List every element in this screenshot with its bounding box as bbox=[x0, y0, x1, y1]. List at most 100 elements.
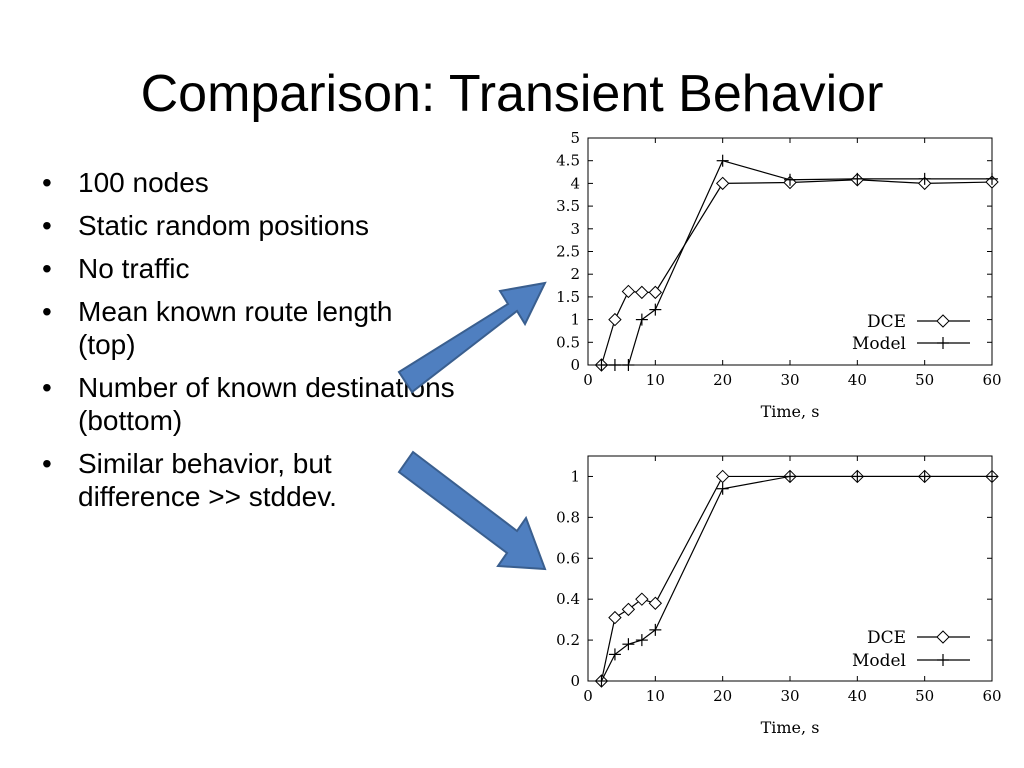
y-tick-label: 2.5 bbox=[556, 243, 580, 261]
plot-frame bbox=[587, 455, 993, 682]
bullet-text: Mean known route length (top) bbox=[78, 296, 393, 361]
legend-marker-dce bbox=[936, 314, 950, 328]
data-point-model bbox=[918, 470, 931, 483]
data-point-model bbox=[635, 313, 648, 326]
data-point-model bbox=[622, 359, 635, 371]
legend-marker-dce bbox=[936, 630, 950, 644]
bullet-text: Number of known destinations (bottom) bbox=[78, 372, 455, 437]
series-line-dce bbox=[600, 475, 992, 682]
bullet-text: No traffic bbox=[78, 253, 190, 285]
data-point-model bbox=[649, 623, 662, 636]
legend-label: Model bbox=[852, 334, 906, 354]
bullet-text: Static random positions bbox=[78, 210, 370, 242]
data-point-model bbox=[608, 648, 621, 661]
bullet-dot-icon: • bbox=[42, 372, 52, 404]
data-point-dce bbox=[608, 312, 622, 327]
bullet-item: • Mean known route length (top) bbox=[40, 295, 408, 361]
x-tick-label: 30 bbox=[780, 371, 799, 389]
x-axis-label: Time, s bbox=[761, 718, 820, 737]
data-point-model bbox=[716, 154, 729, 167]
bullet-dot-icon: • bbox=[42, 167, 52, 198]
y-tick-label: 0.5 bbox=[556, 333, 580, 351]
data-point-model bbox=[784, 470, 796, 483]
y-tick-label: 0.4 bbox=[556, 590, 580, 608]
x-tick-label: 0 bbox=[583, 371, 593, 389]
x-tick-label: 50 bbox=[915, 687, 934, 705]
top-chart-route-length: 00.511.522.533.544.550 10 20 30 40 50 60Time, … bbox=[556, 129, 1001, 421]
y-tick-label: 0.6 bbox=[556, 549, 580, 567]
data-point-model bbox=[635, 634, 648, 647]
y-tick-label: 0.2 bbox=[556, 631, 580, 649]
arrow-to-bottom-chart bbox=[397, 450, 547, 571]
x-tick-label: 50 bbox=[915, 371, 934, 389]
y-tick-label: 4.5 bbox=[556, 152, 580, 170]
x-tick-label: 0 bbox=[583, 687, 593, 705]
data-point-model bbox=[784, 173, 796, 186]
legend-label: DCE bbox=[867, 628, 906, 648]
data-point-model bbox=[595, 675, 608, 687]
data-point-model bbox=[851, 172, 864, 185]
bullet-item: • Similar behavior, but difference >> std… bbox=[40, 447, 438, 513]
y-tick-label: 0 bbox=[570, 672, 580, 690]
data-point-model bbox=[851, 470, 864, 483]
bullet-dot-icon: • bbox=[42, 296, 52, 328]
data-point-dce bbox=[715, 176, 730, 191]
bullet-list: • 100 nodes • Static random positions • No … bbox=[40, 166, 470, 523]
data-point-model bbox=[608, 359, 621, 371]
data-point-model bbox=[986, 172, 998, 185]
legend-label: DCE bbox=[867, 312, 906, 332]
data-point-dce bbox=[621, 284, 636, 299]
bullet-dot-icon: • bbox=[42, 253, 52, 285]
y-tick-label: 1.5 bbox=[556, 288, 580, 306]
bullet-dot-icon: • bbox=[42, 448, 52, 480]
data-point-dce bbox=[635, 285, 649, 300]
data-point-dce bbox=[621, 602, 636, 617]
data-point-dce bbox=[715, 469, 730, 484]
y-tick-label: 2 bbox=[570, 265, 580, 283]
bullet-item: • No traffic bbox=[40, 252, 470, 285]
bullet-item: • Static random positions bbox=[40, 209, 470, 242]
slide-title: Comparison: Transient Behavior bbox=[140, 65, 884, 123]
data-point-dce bbox=[648, 285, 663, 300]
x-tick-label: 20 bbox=[713, 687, 732, 705]
data-point-model bbox=[986, 470, 998, 483]
series-line-model bbox=[600, 475, 992, 682]
arrow-to-top-chart bbox=[397, 281, 547, 394]
data-point-model bbox=[649, 303, 662, 316]
legend-marker-model bbox=[937, 654, 949, 666]
data-point-model bbox=[918, 172, 931, 185]
bullet-item: • 100 nodes bbox=[40, 166, 470, 199]
x-tick-label: 40 bbox=[848, 687, 867, 705]
y-tick-label: 3 bbox=[570, 220, 580, 238]
data-point-dce bbox=[648, 596, 663, 610]
data-point-dce bbox=[608, 610, 622, 625]
x-tick-label: 20 bbox=[713, 371, 732, 389]
bullet-text: Similar behavior, but difference >> stdd… bbox=[78, 448, 337, 513]
bullet-dot-icon: • bbox=[42, 210, 52, 242]
series-line-model bbox=[601, 159, 992, 366]
y-tick-label: 1 bbox=[570, 311, 580, 329]
legend-marker-model bbox=[937, 337, 949, 349]
y-tick-label: 4 bbox=[570, 174, 580, 192]
bullet-item: • Number of known destinations (bottom) bbox=[40, 371, 458, 437]
series-line-dce bbox=[600, 179, 993, 366]
bullet-text: 100 nodes bbox=[78, 167, 209, 198]
x-tick-label: 10 bbox=[646, 687, 665, 705]
x-axis-label: Time, s bbox=[761, 402, 820, 421]
data-point-model bbox=[622, 638, 635, 651]
y-tick-label: 1 bbox=[570, 467, 580, 485]
y-tick-label: 0 bbox=[570, 356, 580, 374]
y-tick-label: 0.8 bbox=[556, 508, 580, 526]
data-point-model bbox=[595, 359, 608, 371]
x-tick-label: 10 bbox=[646, 371, 665, 389]
x-tick-label: 60 bbox=[982, 687, 1001, 705]
x-tick-label: 60 bbox=[982, 371, 1001, 389]
data-point-model bbox=[716, 482, 729, 495]
y-tick-label: 5 bbox=[570, 129, 580, 147]
x-tick-label: 40 bbox=[848, 371, 867, 389]
y-tick-label: 3.5 bbox=[556, 197, 580, 215]
x-tick-label: 30 bbox=[780, 687, 799, 705]
plot-frame bbox=[587, 137, 993, 366]
